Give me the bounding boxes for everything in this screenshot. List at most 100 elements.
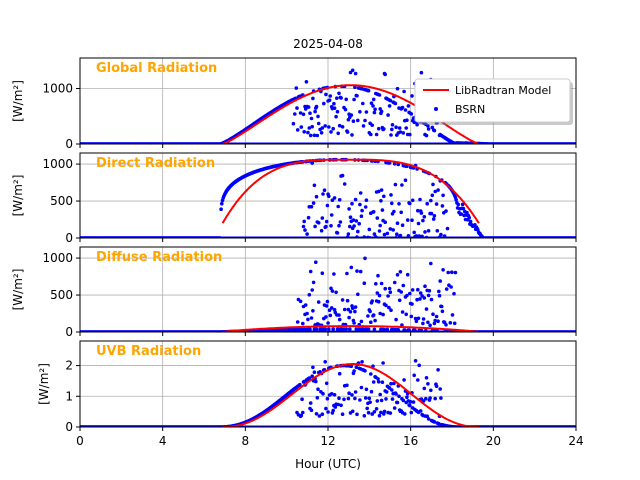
bsrn-point	[421, 218, 425, 223]
bsrn-point	[405, 218, 410, 222]
bsrn-point	[372, 232, 377, 236]
bsrn-point	[219, 207, 223, 211]
legend: LibRadtran Model BSRN	[414, 78, 573, 125]
bsrn-point	[417, 363, 422, 368]
bsrn-point	[309, 116, 314, 121]
bsrn-point	[321, 192, 325, 196]
bsrn-point	[351, 218, 356, 222]
bsrn-point	[389, 308, 393, 313]
bsrn-point	[356, 118, 360, 123]
bsrn-point	[377, 293, 382, 298]
bsrn-point	[307, 126, 312, 130]
bsrn-point	[408, 291, 412, 296]
bsrn-point	[340, 125, 345, 129]
bsrn-point	[397, 202, 401, 206]
bsrn-point	[220, 201, 224, 206]
bsrn-point	[401, 398, 406, 403]
bsrn-point	[382, 232, 387, 237]
bsrn-point	[380, 208, 385, 212]
bsrn-point	[439, 396, 443, 400]
bsrn-point	[390, 201, 394, 206]
bsrn-point	[404, 126, 409, 130]
bsrn-point	[436, 368, 440, 372]
bsrn-point	[308, 327, 312, 332]
bsrn-point	[422, 386, 427, 391]
bsrn-point	[426, 320, 430, 325]
bsrn-point	[339, 96, 343, 100]
bsrn-point	[424, 133, 429, 138]
panel-label: UVB Radiation	[96, 344, 201, 359]
bsrn-point	[319, 131, 324, 135]
bsrn-point	[369, 389, 374, 394]
x-tick-label: 12	[320, 434, 335, 448]
bsrn-point	[340, 298, 345, 302]
bsrn-point	[390, 127, 394, 132]
bsrn-point	[291, 121, 296, 126]
bsrn-point	[334, 114, 338, 119]
bsrn-point	[392, 406, 397, 410]
bsrn-point	[377, 93, 382, 97]
bsrn-point	[374, 132, 379, 137]
bsrn-point	[375, 399, 380, 403]
bsrn-point	[298, 299, 303, 304]
bsrn-point	[389, 133, 393, 137]
bsrn-point	[377, 413, 382, 418]
bsrn-point	[406, 104, 411, 108]
bsrn-point	[363, 369, 367, 373]
bsrn-point	[353, 85, 357, 90]
bsrn-point	[331, 126, 336, 131]
bsrn-point	[330, 289, 335, 293]
bsrn-point	[405, 293, 409, 298]
bsrn-point	[424, 396, 428, 401]
bsrn-point	[332, 307, 337, 312]
bsrn-point	[353, 396, 357, 401]
bsrn-point	[444, 287, 449, 291]
bsrn-point	[337, 317, 342, 322]
bsrn-point	[366, 410, 371, 415]
bsrn-point	[448, 321, 453, 325]
bsrn-point	[310, 124, 315, 129]
bsrn-point	[316, 300, 321, 304]
bsrn-point	[395, 221, 400, 225]
bsrn-point	[413, 359, 418, 363]
y-tick-label: 1000	[42, 82, 73, 96]
bsrn-point	[433, 396, 438, 401]
bsrn-point	[342, 397, 346, 402]
bsrn-point	[337, 313, 341, 317]
bsrn-point	[400, 183, 404, 187]
bsrn-point	[379, 188, 384, 192]
bsrn-point	[325, 299, 330, 304]
panel-label: Diffuse Radiation	[96, 250, 222, 265]
bsrn-point	[430, 125, 435, 130]
bsrn-point	[374, 282, 378, 286]
bsrn-point	[432, 128, 437, 133]
bsrn-point	[321, 391, 325, 396]
bsrn-point	[394, 317, 398, 322]
bsrn-point	[408, 201, 412, 206]
bsrn-point	[324, 224, 328, 229]
bsrn-point	[376, 273, 380, 278]
bsrn-point	[376, 189, 381, 194]
bsrn-point	[353, 71, 358, 76]
bsrn-point	[428, 323, 432, 328]
bsrn-point	[382, 409, 387, 414]
bsrn-point	[403, 178, 408, 182]
bsrn-point	[362, 281, 367, 286]
bsrn-point	[349, 113, 354, 117]
bsrn-point	[419, 70, 424, 75]
bsrn-point	[445, 226, 450, 231]
legend-bsrn-swatch	[434, 107, 438, 111]
bsrn-point	[370, 299, 375, 303]
bsrn-point	[304, 80, 309, 84]
bsrn-point	[346, 396, 351, 401]
bsrn-point	[418, 291, 423, 295]
y-tick-label: 1000	[42, 157, 73, 171]
bsrn-point	[305, 232, 309, 236]
bsrn-point	[362, 414, 367, 418]
bsrn-point	[415, 297, 419, 302]
bsrn-point	[352, 97, 356, 102]
bsrn-point	[314, 379, 318, 384]
bsrn-point	[308, 133, 313, 138]
bsrn-point	[405, 118, 409, 122]
